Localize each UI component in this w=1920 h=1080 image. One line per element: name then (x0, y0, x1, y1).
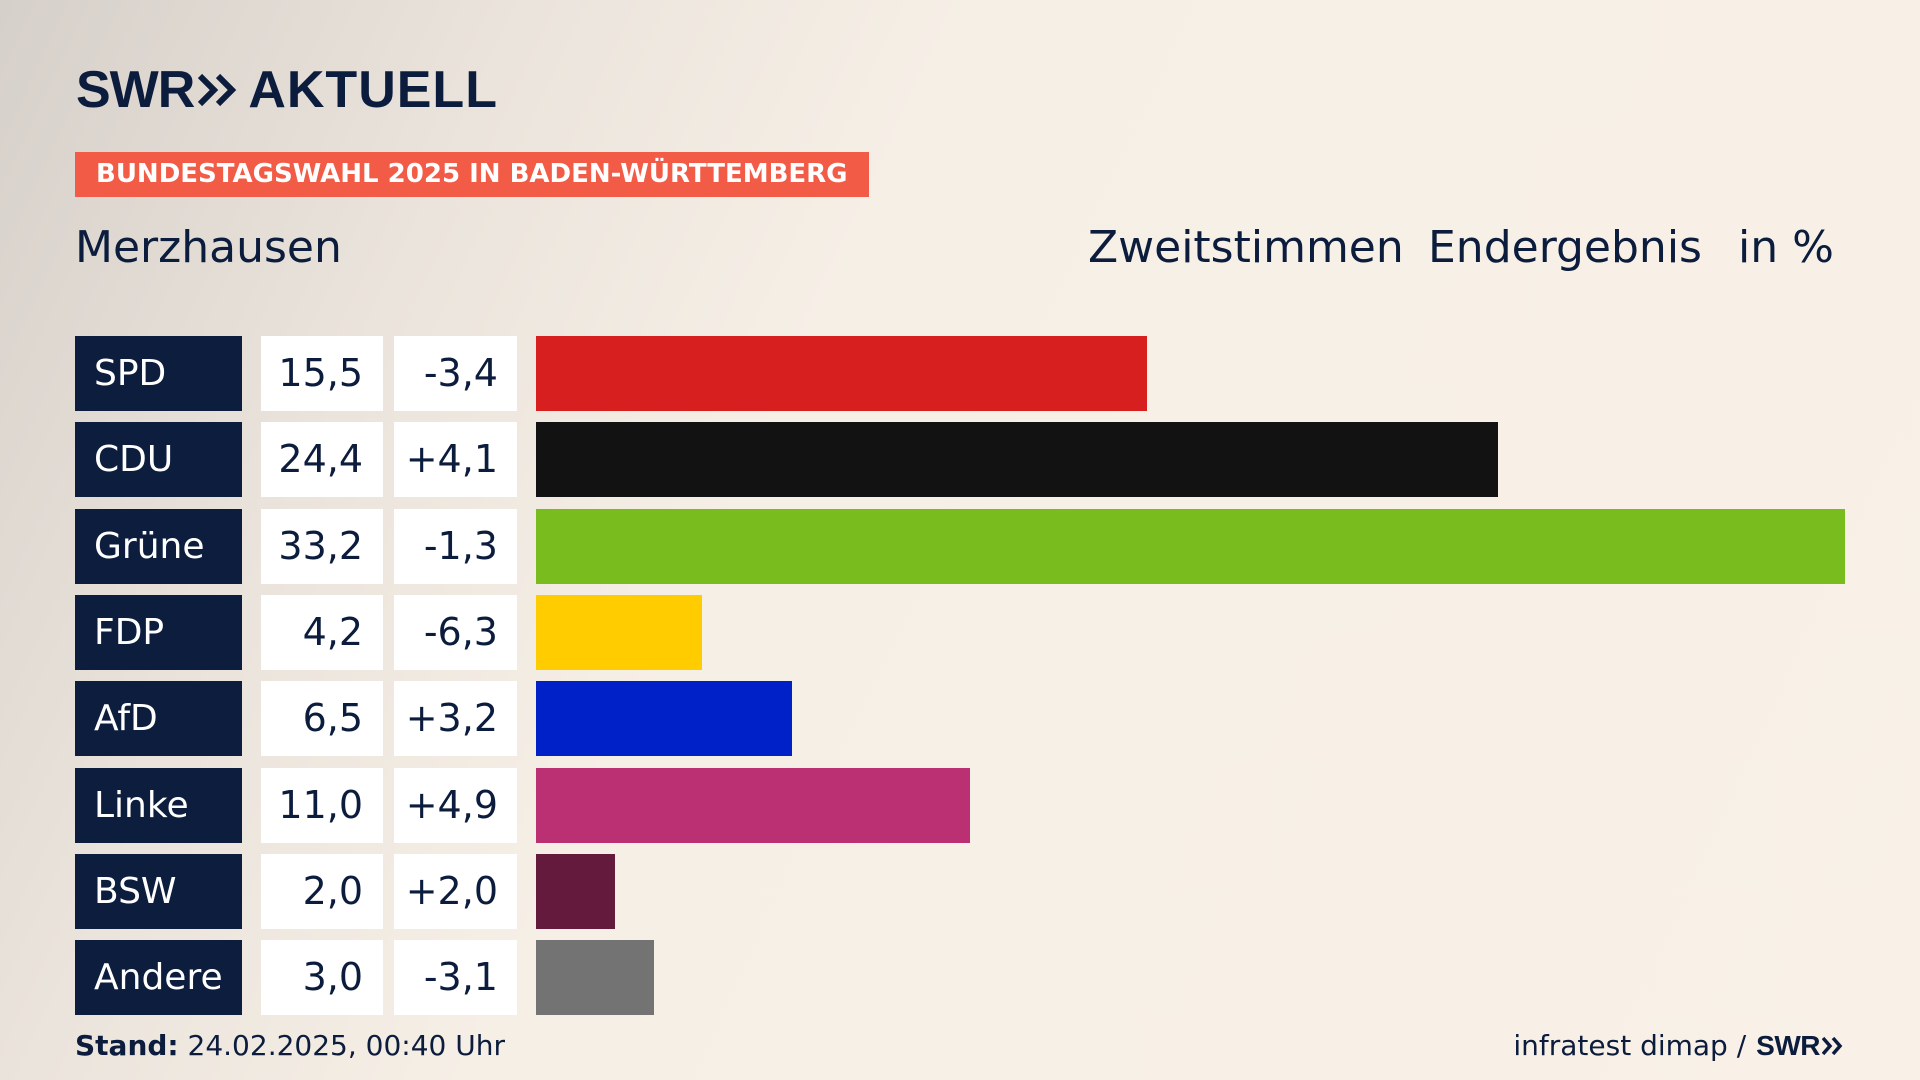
election-banner: BUNDESTAGSWAHL 2025 IN BADEN-WÜRTTEMBERG (75, 152, 869, 197)
change-value: +3,2 (394, 681, 517, 756)
party-label: BSW (75, 854, 242, 929)
header-vote-type: Zweitstimmen (1088, 222, 1404, 273)
vote-share-bar (536, 768, 970, 843)
vote-share-value: 11,0 (261, 768, 383, 843)
vote-share-bar (536, 940, 654, 1015)
party-label: Grüne (75, 509, 242, 584)
footer-stand: Stand: 24.02.2025, 00:40 Uhr (75, 1028, 505, 1064)
double-chevron-right-icon (1822, 1036, 1843, 1056)
party-label: Linke (75, 768, 242, 843)
source-text: infratest dimap / (1513, 1029, 1747, 1062)
change-value: +2,0 (394, 854, 517, 929)
vote-share-bar (536, 595, 702, 670)
change-value: +4,9 (394, 768, 517, 843)
source-swr-logo: SWR (1756, 1030, 1820, 1061)
party-label: FDP (75, 595, 242, 670)
party-label: SPD (75, 336, 242, 411)
change-value: +4,1 (394, 422, 517, 497)
vote-share-bar (536, 681, 792, 756)
logo-swr-text: SWR (76, 61, 195, 119)
change-value: -6,3 (394, 595, 517, 670)
change-value: -1,3 (394, 509, 517, 584)
swr-aktuell-logo: SWR AKTUELL (76, 62, 498, 118)
change-value: -3,4 (394, 336, 517, 411)
party-label: AfD (75, 681, 242, 756)
double-chevron-right-icon (198, 73, 237, 107)
party-label: CDU (75, 422, 242, 497)
vote-share-bar (536, 422, 1498, 497)
vote-share-bar (536, 509, 1845, 584)
vote-share-value: 33,2 (261, 509, 383, 584)
vote-share-value: 2,0 (261, 854, 383, 929)
stand-value: 24.02.2025, 00:40 Uhr (187, 1029, 505, 1062)
vote-share-bar (536, 854, 615, 929)
header-unit: in % (1738, 222, 1834, 273)
party-label: Andere (75, 940, 242, 1015)
vote-share-value: 4,2 (261, 595, 383, 670)
vote-share-value: 3,0 (261, 940, 383, 1015)
logo-aktuell-text: AKTUELL (248, 61, 498, 119)
vote-share-value: 24,4 (261, 422, 383, 497)
change-value: -3,1 (394, 940, 517, 1015)
stand-label: Stand: (75, 1029, 179, 1062)
header-result-type: Endergebnis (1428, 222, 1702, 273)
footer-source: infratest dimap / SWR (1513, 1028, 1844, 1064)
vote-share-value: 6,5 (261, 681, 383, 756)
location-title: Merzhausen (75, 222, 342, 273)
vote-share-value: 15,5 (261, 336, 383, 411)
vote-share-bar (536, 336, 1147, 411)
